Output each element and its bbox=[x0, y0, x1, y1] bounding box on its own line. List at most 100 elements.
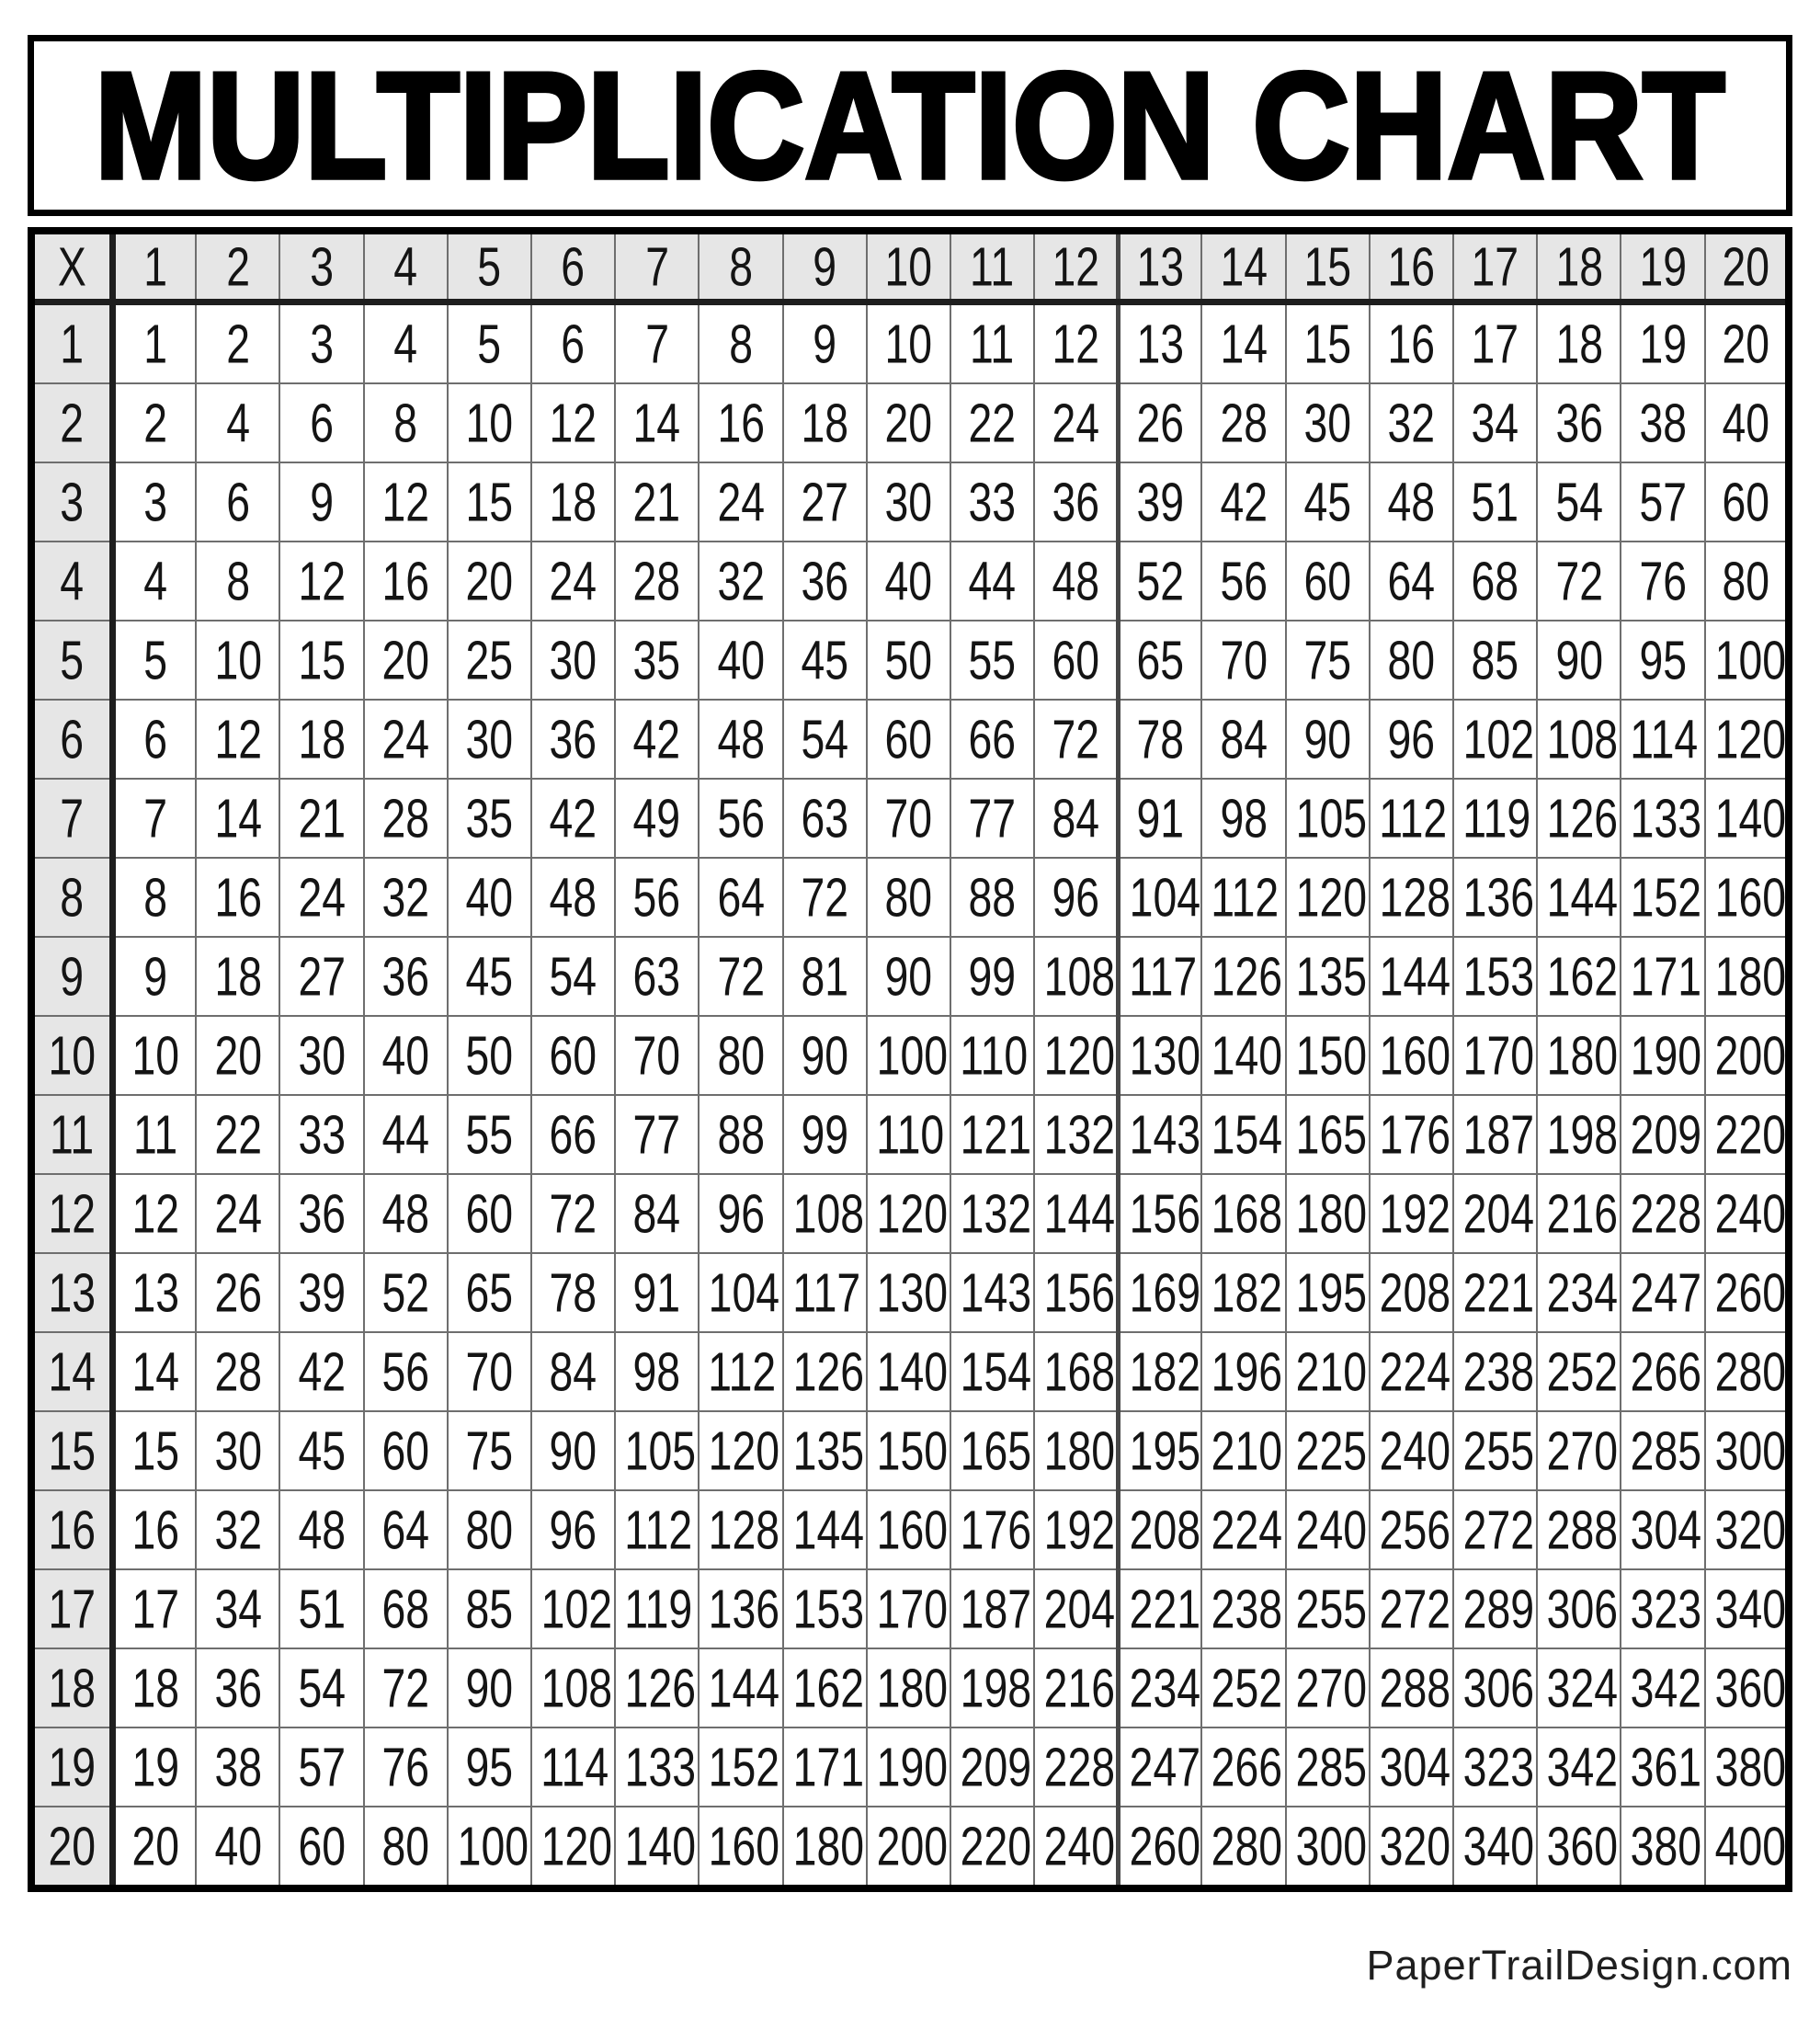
row-header-cell: 6 bbox=[30, 699, 116, 780]
product-cell-label: 342 bbox=[1631, 1657, 1702, 1719]
product-cell: 340 bbox=[1703, 1568, 1791, 1649]
column-header-cell-label: 1 bbox=[142, 235, 167, 298]
product-cell: 52 bbox=[1115, 541, 1203, 621]
product-cell: 11 bbox=[949, 301, 1036, 384]
product-cell: 120 bbox=[1284, 857, 1371, 938]
product-cell: 42 bbox=[279, 1331, 365, 1412]
product-cell-label: 30 bbox=[884, 471, 933, 533]
column-header-cell-label: 8 bbox=[728, 235, 753, 298]
product-cell-label: 18 bbox=[801, 392, 848, 454]
product-cell: 42 bbox=[1200, 462, 1287, 542]
product-cell-label: 81 bbox=[801, 945, 848, 1008]
product-cell: 19 bbox=[1620, 301, 1706, 384]
product-cell: 14 bbox=[614, 382, 700, 463]
row-header-cell: 2 bbox=[30, 382, 116, 463]
product-cell: 342 bbox=[1536, 1727, 1622, 1807]
column-header-cell-label: 13 bbox=[1136, 235, 1185, 298]
table-container: X 1 2 3 4 5 6 7 8 9 10 11 12 13 14 15 16 17 18 19 20 1 1 2 3 4 5 6 7… bbox=[28, 227, 1792, 1892]
product-cell-label: 126 bbox=[1546, 787, 1619, 849]
product-cell: 110 bbox=[949, 1015, 1036, 1096]
product-cell: 64 bbox=[1368, 541, 1455, 621]
product-cell-label: 108 bbox=[1546, 708, 1619, 770]
product-cell: 55 bbox=[446, 1094, 532, 1175]
column-header-cell-label: 2 bbox=[225, 235, 250, 298]
product-cell-label: 120 bbox=[876, 1182, 948, 1245]
column-header-cell: 15 bbox=[1284, 230, 1371, 305]
product-cell: 9 bbox=[279, 462, 365, 542]
product-cell-label: 40 bbox=[884, 550, 933, 612]
column-header-cell: 16 bbox=[1368, 230, 1455, 305]
product-cell-label: 18 bbox=[131, 1657, 179, 1719]
product-cell: 152 bbox=[698, 1727, 784, 1807]
product-cell: 40 bbox=[446, 857, 532, 938]
column-header-cell: 10 bbox=[865, 230, 951, 305]
product-cell-label: 180 bbox=[876, 1657, 948, 1719]
product-cell: 54 bbox=[1536, 462, 1622, 542]
product-cell: 208 bbox=[1115, 1489, 1203, 1570]
product-cell: 182 bbox=[1115, 1331, 1203, 1412]
product-cell: 24 bbox=[362, 699, 449, 780]
row-header-cell-label: 20 bbox=[48, 1815, 97, 1877]
product-cell: 220 bbox=[949, 1806, 1036, 1889]
product-cell-label: 162 bbox=[792, 1657, 864, 1719]
product-cell-label: 30 bbox=[549, 629, 597, 691]
product-cell-label: 300 bbox=[1295, 1815, 1367, 1877]
product-cell-label: 40 bbox=[213, 1815, 262, 1877]
product-cell: 102 bbox=[1451, 699, 1539, 780]
column-header-cell: 14 bbox=[1200, 230, 1287, 305]
product-cell-label: 176 bbox=[1379, 1103, 1450, 1166]
product-cell: 198 bbox=[1536, 1094, 1622, 1175]
product-cell: 150 bbox=[1284, 1015, 1371, 1096]
product-cell: 204 bbox=[1033, 1568, 1120, 1649]
product-cell: 17 bbox=[1451, 301, 1539, 384]
product-cell: 154 bbox=[1200, 1094, 1287, 1175]
product-cell-label: 70 bbox=[884, 787, 933, 849]
product-cell-label: 200 bbox=[1714, 1024, 1786, 1087]
product-cell-label: 300 bbox=[1714, 1420, 1786, 1482]
product-cell: 55 bbox=[949, 620, 1036, 701]
product-cell-label: 20 bbox=[381, 629, 429, 691]
row-header-cell: 1 bbox=[30, 301, 116, 384]
column-header-cell-label: 3 bbox=[310, 235, 334, 298]
product-cell: 180 bbox=[1284, 1173, 1371, 1254]
product-cell: 180 bbox=[781, 1806, 868, 1889]
product-cell: 105 bbox=[1284, 778, 1371, 859]
column-header-cell-label: 15 bbox=[1303, 235, 1352, 298]
product-cell-label: 32 bbox=[717, 550, 765, 612]
page-title: MULTIPLICATION CHART bbox=[93, 40, 1728, 211]
product-cell: 171 bbox=[1620, 936, 1706, 1017]
row-header-cell-label: 19 bbox=[48, 1736, 97, 1798]
column-header-cell: 2 bbox=[195, 230, 281, 305]
product-cell-label: 56 bbox=[632, 866, 681, 929]
product-cell-label: 78 bbox=[1136, 708, 1185, 770]
row-header-cell: 19 bbox=[30, 1727, 116, 1807]
product-cell-label: 195 bbox=[1129, 1420, 1200, 1482]
row-header-cell: 10 bbox=[30, 1015, 116, 1096]
product-cell-label: 340 bbox=[1462, 1815, 1535, 1877]
product-cell-label: 80 bbox=[465, 1499, 514, 1561]
product-cell-label: 24 bbox=[298, 866, 346, 929]
product-cell-label: 128 bbox=[1379, 866, 1450, 929]
product-cell: 168 bbox=[1200, 1173, 1287, 1254]
product-cell-label: 12 bbox=[1052, 313, 1099, 375]
product-cell: 195 bbox=[1115, 1410, 1203, 1491]
product-cell: 209 bbox=[949, 1727, 1036, 1807]
product-cell-label: 51 bbox=[298, 1578, 346, 1640]
column-header-cell-label: 18 bbox=[1554, 235, 1603, 298]
product-cell-label: 12 bbox=[298, 550, 346, 612]
product-cell: 156 bbox=[1033, 1252, 1120, 1333]
product-cell: 5 bbox=[446, 301, 532, 384]
product-cell: 128 bbox=[1368, 857, 1455, 938]
product-cell: 72 bbox=[781, 857, 868, 938]
product-cell-label: 99 bbox=[801, 1103, 848, 1166]
table-row: 6 6 12 18 24 30 36 42 48 54 60 66 72 78 84 90 96 102 108 11… bbox=[30, 699, 1791, 780]
product-cell-label: 45 bbox=[298, 1420, 346, 1482]
product-cell-label: 240 bbox=[1714, 1182, 1786, 1245]
product-cell-label: 36 bbox=[801, 550, 848, 612]
product-cell: 140 bbox=[1703, 778, 1791, 859]
column-header-cell-label: 4 bbox=[393, 235, 418, 298]
table-row: 3 3 6 9 12 15 18 21 24 27 30 33 36 39 42 45 48 51 54 57 60 bbox=[30, 462, 1791, 542]
product-cell: 54 bbox=[781, 699, 868, 780]
product-cell-label: 117 bbox=[1128, 945, 1197, 1008]
product-cell: 51 bbox=[279, 1568, 365, 1649]
